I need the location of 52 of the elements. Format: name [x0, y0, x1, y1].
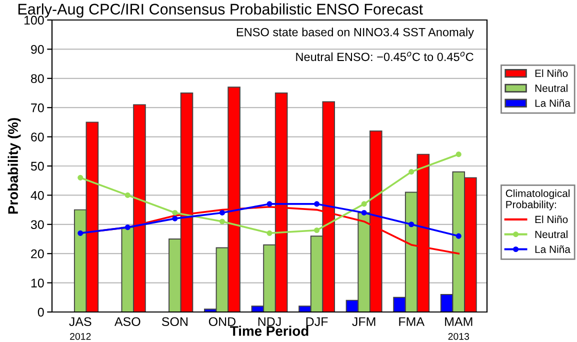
point [219, 218, 225, 224]
x-tick-label: SON [162, 317, 188, 326]
x-tick-label: DJF [306, 317, 328, 326]
legend-label: El Niño [535, 69, 568, 78]
y-tick-label: 20 [31, 249, 44, 258]
point [456, 152, 462, 158]
x-axis-title: Time Period [230, 326, 308, 336]
point [314, 227, 320, 234]
point [314, 201, 320, 207]
point [124, 192, 130, 198]
annotation: ENSO state based on NINO3.4 SST Anomaly [236, 28, 474, 39]
point [361, 201, 367, 207]
point [408, 169, 414, 175]
x-tick-label: FMA [399, 317, 425, 326]
y-tick-label: 50 [30, 162, 44, 171]
y-tick-label: 10 [31, 278, 44, 288]
x-tick-label: JFM [352, 317, 376, 326]
point [361, 210, 367, 216]
text: 2013 [448, 332, 470, 340]
annotation: Neutral ENSO: −0.45$^{o}$C to 0.45$^{o}$C [296, 52, 474, 62]
y-axis-title: Probability (%) [8, 118, 21, 214]
chart-title: Early-Aug CPC/IRI Consensus Probabilistic ENSO Forecast [18, 3, 423, 18]
legend-label: El Niño [535, 216, 568, 224]
y-tick-label: 0 [38, 308, 44, 317]
y-tick-label: 80 [31, 74, 44, 84]
x-tick-label: MAM [445, 317, 472, 326]
point [78, 230, 84, 236]
point [266, 230, 272, 236]
point [408, 222, 414, 228]
x-tick-label: ASO [114, 317, 140, 326]
legend-label: La Niña [535, 99, 570, 107]
legend-title: Climatological Probability: [506, 189, 570, 210]
x-tick-label: OND [208, 317, 236, 326]
legend-label: Neutral [535, 84, 568, 92]
y-tick-label: 90 [31, 45, 44, 54]
y-tick-label: 60 [31, 132, 44, 142]
legend-label: La Niña [535, 245, 570, 253]
y-tick-label: 70 [31, 103, 44, 112]
point [172, 216, 178, 222]
point [266, 201, 272, 207]
legend-label: Neutral [535, 230, 568, 238]
point [219, 210, 225, 216]
point [172, 210, 178, 216]
y-tick-label: 100 [24, 16, 44, 25]
y-tick-label: 40 [30, 191, 44, 200]
point [124, 224, 130, 230]
point [456, 233, 462, 239]
y-tick-label: 30 [30, 220, 44, 230]
x-tick-label: JAS [69, 317, 92, 326]
text: 2012 [70, 332, 91, 340]
point [78, 174, 84, 180]
x-tick-label: NDJ [258, 317, 281, 326]
